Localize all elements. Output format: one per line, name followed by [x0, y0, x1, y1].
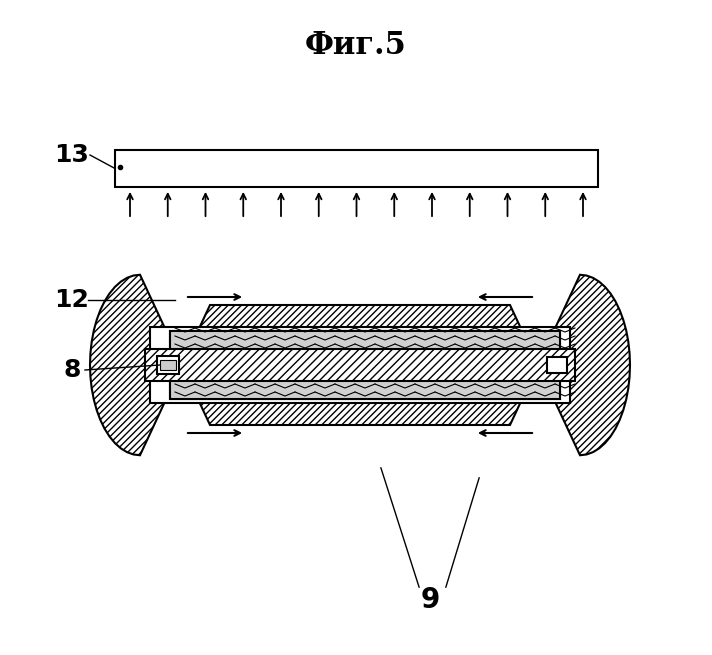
Bar — [160, 360, 176, 370]
Text: 13: 13 — [55, 143, 90, 167]
Bar — [547, 357, 567, 373]
Polygon shape — [170, 331, 560, 399]
Text: 12: 12 — [55, 288, 90, 312]
Polygon shape — [145, 349, 575, 381]
Polygon shape — [170, 331, 560, 399]
Bar — [157, 356, 179, 374]
Polygon shape — [90, 274, 630, 455]
Text: 9: 9 — [420, 586, 439, 614]
Bar — [115, 150, 598, 187]
Text: 8: 8 — [63, 358, 80, 382]
Text: Фиг.5: Фиг.5 — [305, 29, 407, 60]
FancyBboxPatch shape — [150, 327, 570, 403]
